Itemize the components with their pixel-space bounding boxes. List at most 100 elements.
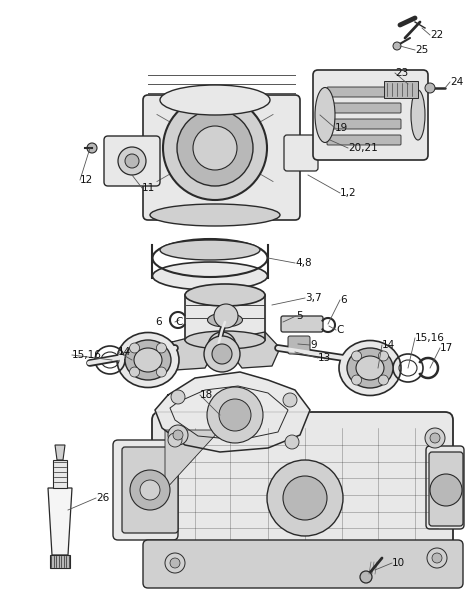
FancyBboxPatch shape [288,336,310,354]
Circle shape [171,390,185,404]
Circle shape [425,83,435,93]
Circle shape [393,42,401,50]
Circle shape [283,476,327,520]
Text: 5: 5 [296,311,303,321]
Circle shape [352,351,362,361]
Text: 3,7: 3,7 [305,293,321,303]
Polygon shape [55,445,65,460]
FancyBboxPatch shape [384,81,418,98]
Text: 11: 11 [142,183,155,193]
Circle shape [379,351,388,361]
Text: 6: 6 [340,295,346,305]
Circle shape [379,375,388,385]
FancyBboxPatch shape [113,440,178,540]
Text: 18: 18 [200,390,213,400]
FancyBboxPatch shape [429,452,463,526]
Ellipse shape [208,313,243,327]
Circle shape [430,433,440,443]
FancyBboxPatch shape [313,70,428,160]
Text: 10: 10 [392,558,405,568]
Ellipse shape [347,348,393,388]
FancyBboxPatch shape [143,540,463,588]
Circle shape [173,430,183,440]
Text: 26: 26 [96,493,109,503]
Ellipse shape [117,333,179,387]
Polygon shape [53,460,67,488]
Circle shape [125,154,139,168]
Ellipse shape [185,331,265,349]
Polygon shape [165,335,215,370]
Text: 15,16: 15,16 [72,350,102,360]
Ellipse shape [185,284,265,306]
FancyBboxPatch shape [327,103,401,113]
FancyBboxPatch shape [281,316,323,332]
Circle shape [130,367,140,377]
Ellipse shape [125,340,171,380]
Circle shape [130,343,140,353]
Text: 9: 9 [310,340,317,350]
Text: 17: 17 [440,343,453,353]
FancyBboxPatch shape [327,119,401,129]
Circle shape [170,558,180,568]
Circle shape [156,367,167,377]
FancyBboxPatch shape [284,135,318,171]
Circle shape [267,460,343,536]
FancyBboxPatch shape [327,87,401,97]
Text: 19: 19 [335,123,348,133]
Circle shape [352,375,362,385]
FancyBboxPatch shape [143,95,300,220]
Ellipse shape [150,204,280,226]
Ellipse shape [152,262,268,290]
Ellipse shape [356,356,384,380]
Circle shape [156,343,167,353]
Circle shape [427,548,447,568]
Text: 24: 24 [450,77,463,87]
Circle shape [204,336,240,372]
FancyBboxPatch shape [152,412,453,583]
Circle shape [118,147,146,175]
Polygon shape [185,295,265,340]
Circle shape [208,332,236,360]
Text: 6: 6 [155,317,161,327]
Ellipse shape [160,240,260,260]
Ellipse shape [134,348,162,372]
Circle shape [285,435,299,449]
Circle shape [430,474,462,506]
Text: 13: 13 [318,353,331,363]
Ellipse shape [411,90,425,140]
Circle shape [193,126,237,170]
Circle shape [215,339,229,353]
Polygon shape [230,332,280,368]
Text: 25: 25 [415,45,428,55]
FancyBboxPatch shape [327,135,401,145]
Polygon shape [48,488,72,555]
Circle shape [87,143,97,153]
Text: 23: 23 [395,68,408,78]
Circle shape [207,387,263,443]
Text: 15,16: 15,16 [415,333,445,343]
Circle shape [165,553,185,573]
Circle shape [214,304,238,328]
Circle shape [360,571,372,583]
Text: 12: 12 [80,175,93,185]
Circle shape [212,344,232,364]
Ellipse shape [339,340,401,396]
Ellipse shape [160,85,270,115]
Circle shape [177,110,253,186]
Circle shape [168,433,182,447]
Circle shape [432,553,442,563]
Text: 22: 22 [430,30,443,40]
Circle shape [163,96,267,200]
Circle shape [140,480,160,500]
Text: C: C [336,325,343,335]
FancyBboxPatch shape [426,446,464,529]
Text: 1,2: 1,2 [340,188,357,198]
Text: 20,21: 20,21 [348,143,378,153]
Circle shape [130,470,170,510]
Circle shape [283,393,297,407]
Circle shape [425,428,445,448]
Circle shape [168,425,188,445]
Text: 14: 14 [382,340,395,350]
Text: 14: 14 [118,347,131,357]
Text: 4,8: 4,8 [295,258,312,268]
